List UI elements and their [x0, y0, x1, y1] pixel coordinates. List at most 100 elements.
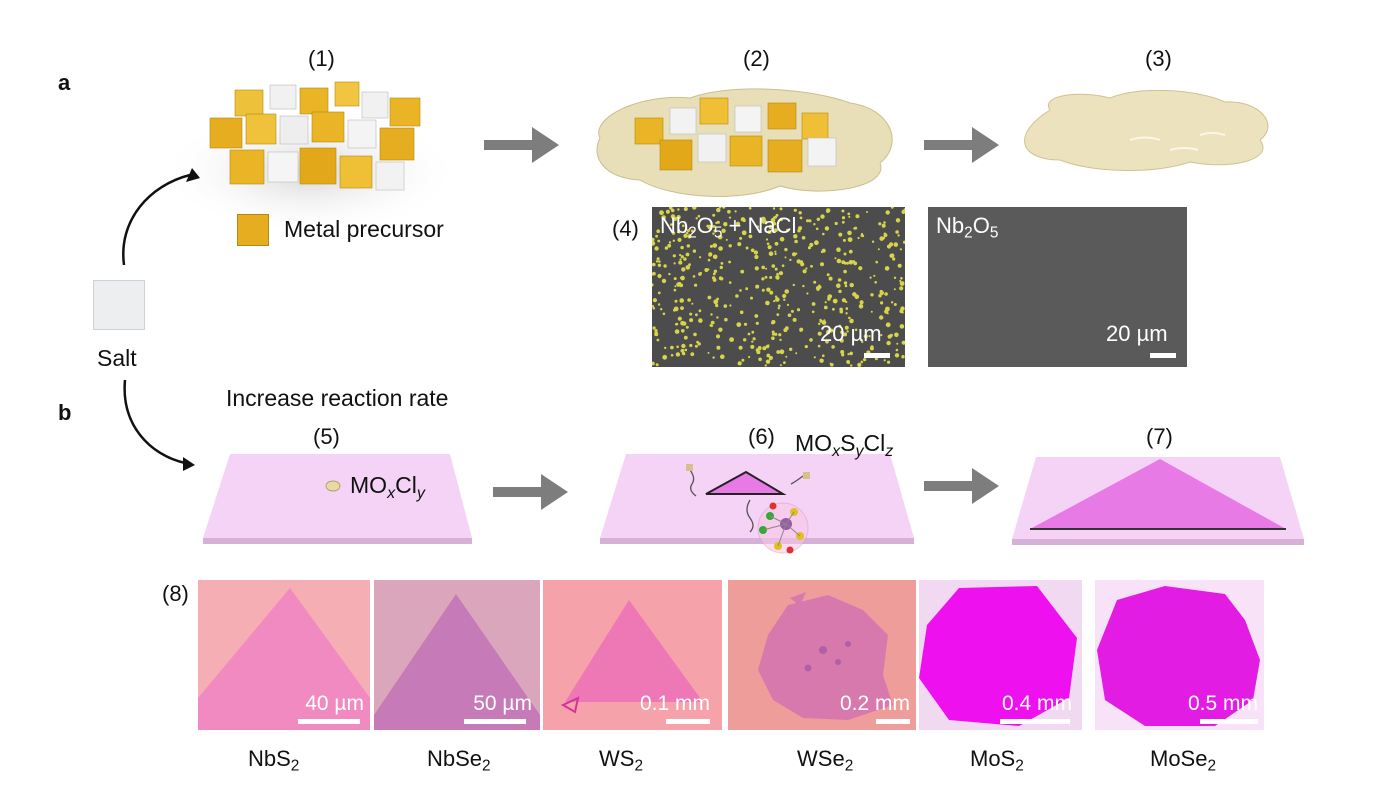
sem-particle [681, 329, 685, 333]
sem-particle [755, 321, 759, 325]
sem-particle [656, 229, 660, 233]
sem-particle [673, 277, 677, 281]
sem-particle [661, 278, 667, 284]
sem-particle [662, 312, 666, 316]
sem-particle [884, 309, 889, 314]
micrograph-wse2-scale-bar [876, 719, 910, 724]
material-label-wse2: WSe2 [797, 746, 854, 775]
sem-particle [713, 269, 718, 273]
sem-particle [771, 264, 776, 268]
sem-particle [799, 329, 803, 332]
sem-particle [836, 258, 842, 264]
sem-particle [697, 214, 701, 218]
salt-to-substrate-arrow [123, 379, 195, 471]
micrograph-nbse2-scale-label: 50 µm [473, 692, 532, 715]
sem-particle [786, 228, 789, 232]
sem-particle [899, 248, 902, 251]
sem-particle [838, 324, 842, 328]
micrograph-nbse2: 50 µm [374, 580, 540, 730]
sem-particle [748, 355, 751, 359]
sem-particle [707, 258, 711, 262]
sem-particle [754, 314, 759, 318]
sem-particle [798, 211, 802, 215]
sem-particle [659, 210, 664, 216]
sem-particle [878, 222, 882, 226]
process-arrow-2-3 [924, 127, 999, 163]
sem-particle [698, 309, 702, 313]
sem-particle [712, 213, 716, 217]
sem-particle [848, 260, 854, 265]
sem-particle [712, 356, 715, 359]
sem-particle [854, 328, 858, 332]
sem-particle [654, 329, 658, 333]
sem-particle [718, 207, 722, 209]
sem-particle [825, 339, 829, 344]
sem-particle [794, 239, 798, 244]
sem-dots [652, 207, 905, 367]
sem-particle [752, 337, 756, 341]
sem-particle [741, 358, 745, 362]
micrograph-mose2-scale-label: 0.5 mm [1187, 692, 1258, 715]
sem-particle [734, 210, 737, 213]
sem-particle [699, 256, 702, 259]
sem-particle [655, 234, 658, 238]
sem-particle [853, 261, 858, 266]
sem-particle [784, 247, 788, 252]
sem-particle [680, 320, 685, 326]
sem-particle [859, 300, 864, 305]
sem-particle [817, 344, 821, 348]
sem-particle [818, 322, 821, 326]
sem-particle [765, 300, 770, 306]
sem-particle [665, 209, 670, 214]
sem-particle [686, 229, 690, 232]
sem-particle [689, 343, 693, 348]
sem-particle [657, 263, 662, 267]
sem-particle [656, 257, 660, 261]
sem-particle [776, 272, 779, 276]
sem-particle [690, 352, 695, 357]
sem-particle [840, 330, 844, 334]
sem-particle [678, 231, 681, 234]
sem-particle [861, 234, 865, 238]
sem-particle [779, 217, 783, 222]
sem-particle [712, 278, 717, 282]
sem-particle [737, 242, 742, 247]
sem-particle [778, 271, 784, 276]
sem-particle [657, 239, 661, 243]
sem-particle [819, 319, 823, 323]
sem-particle [869, 346, 874, 351]
sem-particle [652, 283, 654, 287]
sem-particle [709, 244, 713, 248]
sem-particle [846, 261, 849, 265]
micrograph-ws2-flake [543, 580, 722, 730]
sem-particle [883, 359, 886, 362]
sem-particle [685, 265, 691, 270]
sem-particle [866, 211, 868, 213]
sem-particle [841, 298, 846, 303]
sem-particle [771, 330, 775, 334]
sem-particle [901, 355, 905, 359]
sem-particle [899, 279, 902, 282]
sem-particle [886, 340, 891, 346]
sem-particle [809, 338, 813, 342]
sem-particle [784, 289, 789, 294]
sem-particle [860, 360, 864, 364]
sem-particle [772, 207, 776, 210]
micrograph-ws2-scale-label: 0.1 mm [639, 692, 710, 715]
sem-particle [669, 207, 673, 210]
sem-particle [683, 335, 688, 340]
sem-particle [794, 252, 798, 255]
sem-particle [843, 269, 847, 274]
sem-particle [692, 275, 696, 278]
step-2-label: (2) [743, 46, 770, 71]
sem-particle [849, 282, 854, 288]
sem-particle [855, 214, 860, 219]
sem-particle [748, 207, 752, 210]
sem-particle [901, 209, 905, 214]
micrograph-mos2-scale-bar [1000, 719, 1070, 724]
sem-particle [868, 335, 871, 338]
sem-particle [771, 336, 775, 340]
sem-particle [750, 344, 755, 349]
sem-particle [712, 232, 715, 235]
sem-particle [716, 220, 720, 224]
